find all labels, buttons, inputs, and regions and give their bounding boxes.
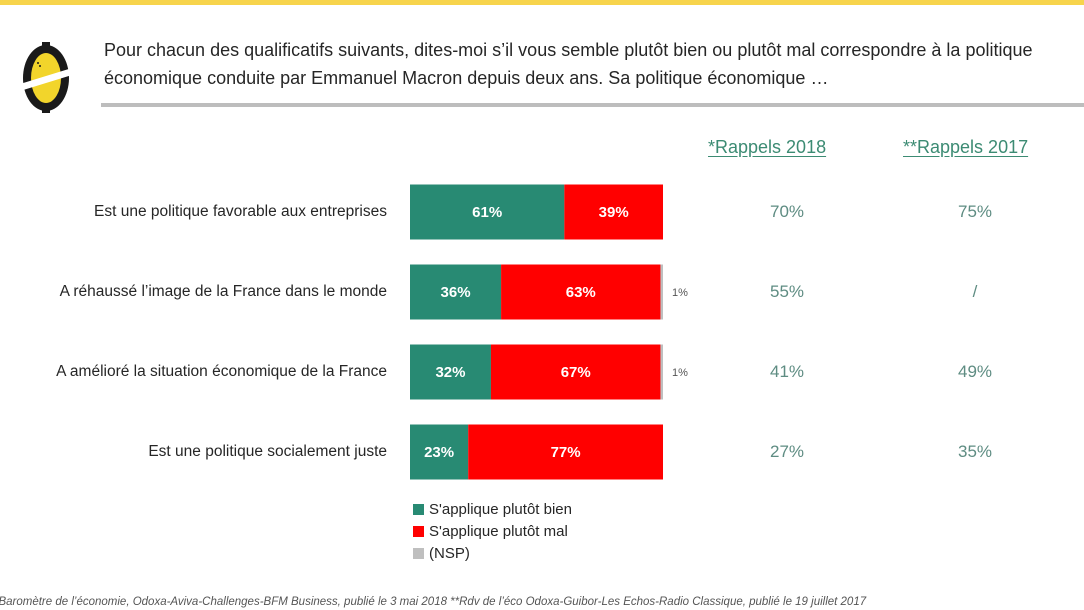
data-label-mal: 67%	[561, 364, 591, 381]
bar-segment-mal	[501, 264, 661, 320]
survey-question: Pour chacun des qualificatifs suivants, …	[104, 40, 1033, 88]
rappels-2018-value: 27%	[769, 442, 805, 461]
category-label: Est une politique socialement juste	[148, 443, 387, 460]
odoxa-logo-icon	[20, 42, 72, 113]
bar-segment-mal	[490, 344, 661, 400]
legend-label: S'applique plutôt mal	[429, 522, 568, 540]
rappels-2017-header: **Rappels 2017	[903, 137, 1029, 157]
data-label-bien: 32%	[435, 364, 465, 381]
data-label-mal: 77%	[551, 444, 581, 461]
bar-segment-mal	[564, 184, 663, 240]
legend-item: (NSP)	[413, 542, 572, 564]
data-label-nsp: 1%	[672, 287, 688, 299]
rappels-2017-value: 35%	[957, 442, 993, 461]
bar-segment-bien	[410, 184, 565, 240]
data-label-bien: 23%	[424, 444, 454, 461]
legend-item: S'applique plutôt mal	[413, 520, 572, 542]
data-label-mal: 39%	[599, 204, 629, 221]
rappels-2017-value: 49%	[957, 362, 993, 381]
category-label: A amélioré la situation économique de la…	[56, 363, 387, 380]
data-label-bien: 61%	[472, 204, 502, 221]
rappels-2017-value: 75%	[957, 202, 993, 221]
legend-label: (NSP)	[429, 544, 470, 562]
legend-label: S'applique plutôt bien	[429, 500, 572, 518]
category-label: A réhaussé l’image de la France dans le …	[59, 283, 387, 300]
rappels-2018-value: 70%	[769, 202, 805, 221]
data-label-bien: 36%	[441, 284, 471, 301]
top-accent-bar	[0, 0, 1084, 5]
rappels-2018-value: 41%	[769, 362, 805, 381]
bar-segment-bien	[410, 424, 469, 480]
bar-segment-mal	[468, 424, 663, 480]
category-label: Est une politique favorable aux entrepri…	[94, 203, 387, 220]
bar-segment-bien	[410, 344, 491, 400]
rappels-2018-value: 55%	[769, 282, 805, 301]
bar-segment-nsp	[660, 264, 663, 320]
rappels-2017-value: /	[972, 282, 978, 301]
data-label-nsp: 1%	[672, 367, 688, 379]
legend-swatch	[413, 503, 424, 515]
chart-legend: S'applique plutôt bien S'applique plutôt …	[413, 498, 572, 564]
data-label-mal: 63%	[566, 284, 596, 301]
legend-item: S'applique plutôt bien	[413, 498, 572, 520]
bar-segment-nsp	[660, 344, 663, 400]
title-divider	[101, 103, 1084, 107]
legend-swatch	[413, 547, 424, 559]
rappels-2018-header: *Rappels 2018	[708, 137, 827, 157]
source-footnote: *Baromètre de l’économie, Odoxa-Aviva-Ch…	[0, 596, 867, 608]
bar-segment-bien	[410, 264, 502, 320]
legend-swatch	[413, 525, 424, 537]
